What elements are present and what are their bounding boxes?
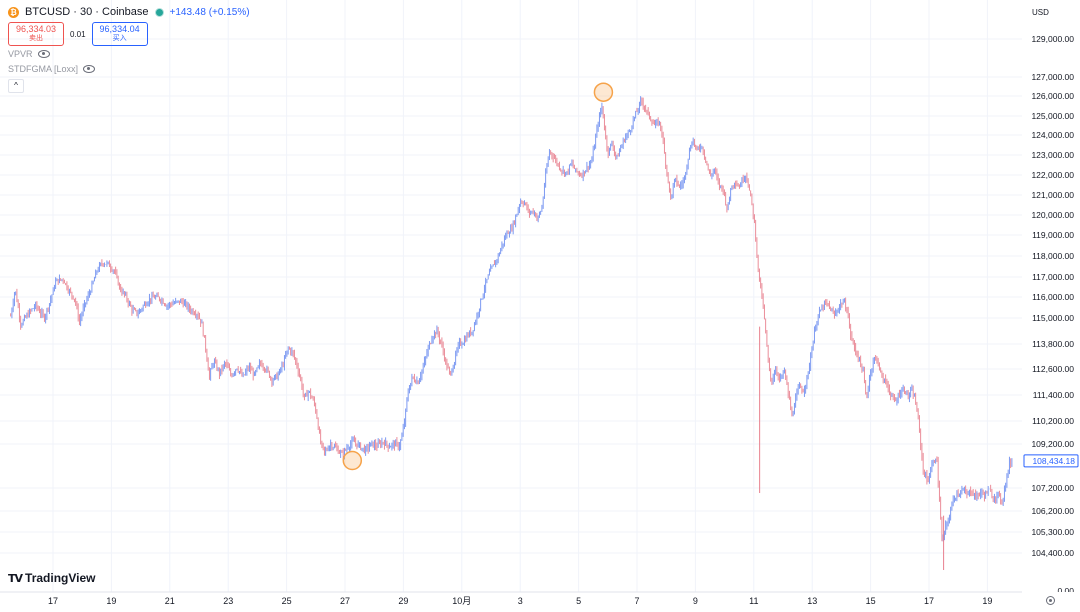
time-tick-label: 3: [518, 596, 523, 606]
price-tick-label: 106,200.00: [1031, 506, 1074, 516]
price-tick-label: 125,000.00: [1031, 111, 1074, 121]
time-tick-label: 27: [340, 596, 350, 606]
buy-price: 96,334.04: [99, 24, 140, 34]
settings-icon[interactable]: [1046, 596, 1055, 605]
time-tick-label: 19: [982, 596, 992, 606]
price-tick-label: 107,200.00: [1031, 483, 1074, 493]
currency-selector[interactable]: USD: [1032, 8, 1049, 17]
time-tick-label: 7: [634, 596, 639, 606]
time-tick-label: 23: [223, 596, 233, 606]
price-tick-label: 119,000.00: [1032, 230, 1074, 240]
price-change: +143.48 (+0.15%): [169, 6, 250, 18]
price-tick-label: 121,000.00: [1031, 190, 1074, 200]
price-tick-label: 109,200.00: [1031, 439, 1074, 449]
highlight-marker: [342, 450, 363, 471]
indicator-vpvr[interactable]: VPVR: [8, 49, 50, 59]
last-price-tag: [1023, 454, 1079, 468]
indicator-label: STDFGMA [Loxx]: [8, 64, 79, 74]
collapse-legend-button[interactable]: ^: [8, 79, 24, 93]
highlights: [342, 82, 614, 471]
price-axis-background: [1022, 0, 1080, 592]
time-tick-label: 10月: [452, 596, 471, 606]
price-tick-label: 105,300.00: [1031, 527, 1074, 537]
price-tick-label: 127,000.00: [1031, 72, 1074, 82]
price-tick-label: 120,000.00: [1031, 210, 1074, 220]
price-tick-label: 122,000.00: [1031, 170, 1074, 180]
buy-label: 买入: [112, 35, 127, 42]
time-tick-label: 11: [749, 596, 758, 606]
price-tick-label: 118,000.00: [1032, 251, 1074, 261]
time-tick-label: 17: [48, 596, 58, 606]
eye-icon[interactable]: [37, 50, 50, 58]
price-tick-label: 115,000.00: [1032, 313, 1074, 323]
price-tick-label: 0.00: [1057, 586, 1074, 596]
price-tick-label: 123,000.00: [1031, 150, 1074, 160]
price-tick-label: 110,200.00: [1032, 416, 1074, 426]
time-tick-label: 19: [106, 596, 116, 606]
symbol-header: ₿ BTCUSD · 30 · Coinbase +143.48 (+0.15%…: [8, 6, 250, 18]
tradingview-logo[interactable]: TV TradingView: [8, 571, 96, 585]
eye-icon[interactable]: [83, 65, 96, 73]
logo-text: TradingView: [25, 571, 96, 585]
price-tick-label: 126,000.00: [1031, 91, 1074, 101]
spread-value: 0.01: [70, 29, 86, 39]
price-tick-label: 117,000.00: [1032, 272, 1074, 282]
tradingview-logo-icon: TV: [8, 571, 23, 585]
indicator-label: VPVR: [8, 49, 33, 59]
time-axis-background: [0, 592, 1080, 612]
price-axis[interactable]: 129,000.00 127,000.00 126,000.00 125,000.00…: [1022, 0, 1080, 596]
time-tick-label: 17: [924, 596, 934, 606]
candles: [10, 96, 1013, 570]
sell-button[interactable]: 96,334.03 卖出: [8, 22, 64, 46]
highlight-marker: [593, 82, 614, 102]
time-tick-label: 25: [282, 596, 292, 606]
time-tick-label: 5: [576, 596, 581, 606]
price-tick-label: 113,800.00: [1032, 339, 1074, 349]
time-tick-label: 15: [866, 596, 876, 606]
price-tick-label: 104,400.00: [1031, 548, 1074, 558]
price-tick-label: 129,000.00: [1031, 34, 1074, 44]
symbol-title[interactable]: BTCUSD · 30 · Coinbase: [25, 6, 149, 18]
last-price-label: 108,434.18: [1032, 456, 1075, 466]
time-tick-label: 13: [807, 596, 817, 606]
time-tick-label: 29: [398, 596, 408, 606]
time-tick-label: 21: [165, 596, 175, 606]
price-tick-label: 111,400.00: [1033, 390, 1075, 400]
indicator-stdfgma[interactable]: STDFGMA [Loxx]: [8, 64, 96, 74]
price-tick-label: 112,600.00: [1032, 364, 1074, 374]
bitcoin-icon: ₿: [8, 6, 19, 18]
quote-panel: 96,334.03 卖出 0.01 96,334.04 买入: [8, 22, 148, 46]
time-axis[interactable]: 17 19 21 23 25 27 29 10月 3 5 7 9 11 13 15 17 19: [0, 591, 1080, 612]
grid: [0, 0, 1022, 592]
sell-price: 96,334.03: [15, 24, 57, 34]
time-tick-label: 9: [693, 596, 698, 606]
price-tick-label: 124,000.00: [1031, 130, 1074, 140]
price-tick-label: 116,000.00: [1032, 292, 1074, 302]
buy-button[interactable]: 96,334.04 买入: [91, 22, 148, 46]
market-status-icon: [154, 7, 164, 17]
sell-label: 卖出: [29, 35, 43, 42]
